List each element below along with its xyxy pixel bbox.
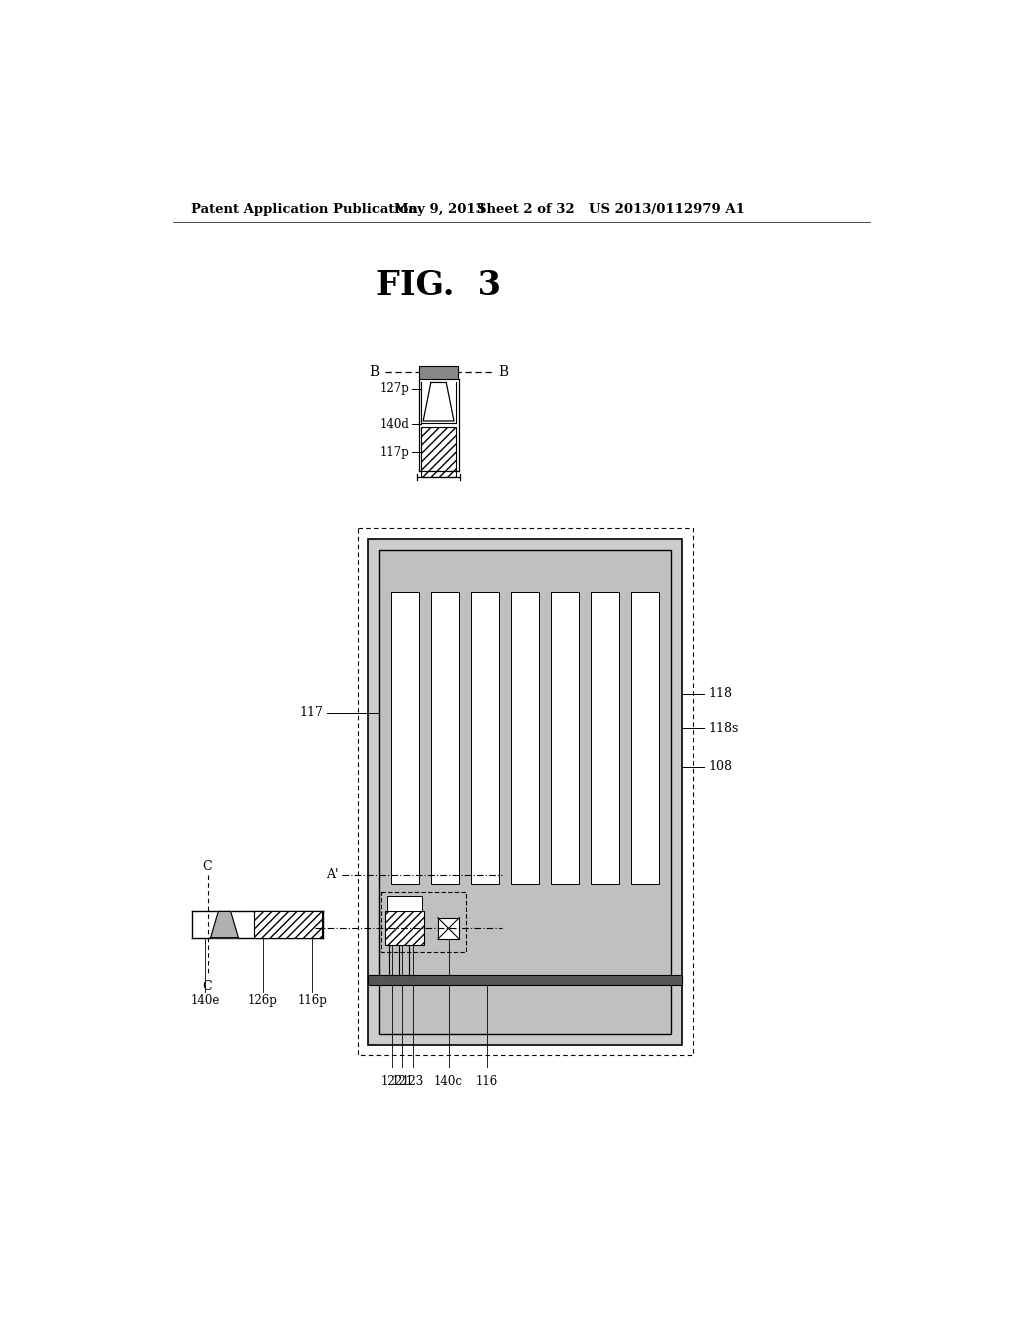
Text: 116p: 116p bbox=[297, 994, 328, 1007]
Text: 140c: 140c bbox=[434, 1074, 463, 1088]
Text: 108: 108 bbox=[708, 760, 732, 774]
Polygon shape bbox=[423, 383, 454, 421]
Text: 117: 117 bbox=[299, 706, 323, 719]
Text: 121: 121 bbox=[391, 1074, 414, 1088]
Text: FIG.  3: FIG. 3 bbox=[376, 269, 501, 302]
Text: C: C bbox=[203, 861, 212, 874]
Polygon shape bbox=[211, 911, 239, 937]
Text: 117p: 117p bbox=[380, 446, 410, 458]
Text: 118: 118 bbox=[708, 686, 732, 700]
Text: 140e: 140e bbox=[190, 994, 220, 1007]
Text: B: B bbox=[369, 366, 379, 379]
Text: C: C bbox=[203, 979, 212, 993]
Bar bbox=[385, 911, 424, 945]
Bar bbox=[471, 591, 500, 884]
Text: 122: 122 bbox=[381, 1074, 402, 1088]
Bar bbox=[379, 549, 671, 1034]
Text: 118s: 118s bbox=[708, 722, 738, 735]
Text: A': A' bbox=[326, 869, 339, 880]
Bar bbox=[551, 591, 580, 884]
Bar bbox=[387, 896, 422, 911]
Bar bbox=[591, 591, 620, 884]
Text: May 9, 2013: May 9, 2013 bbox=[394, 203, 484, 215]
Text: 126p: 126p bbox=[248, 994, 278, 1007]
Text: 127p: 127p bbox=[380, 381, 410, 395]
Bar bbox=[431, 591, 460, 884]
Bar bbox=[391, 591, 420, 884]
Text: US 2013/0112979 A1: US 2013/0112979 A1 bbox=[589, 203, 744, 215]
Bar bbox=[381, 892, 466, 952]
Bar bbox=[369, 974, 682, 985]
Bar bbox=[421, 428, 457, 478]
Text: 116: 116 bbox=[476, 1074, 499, 1088]
Bar bbox=[438, 917, 460, 940]
Bar bbox=[254, 911, 322, 937]
Text: 123: 123 bbox=[402, 1074, 424, 1088]
Bar bbox=[511, 591, 540, 884]
Text: Sheet 2 of 32: Sheet 2 of 32 bbox=[477, 203, 574, 215]
Bar bbox=[631, 591, 659, 884]
Text: B: B bbox=[498, 366, 508, 379]
Text: A: A bbox=[302, 921, 311, 935]
Text: 140d: 140d bbox=[380, 417, 410, 430]
Bar bbox=[419, 367, 458, 379]
Bar bbox=[369, 539, 682, 1044]
Text: Patent Application Publication: Patent Application Publication bbox=[190, 203, 418, 215]
